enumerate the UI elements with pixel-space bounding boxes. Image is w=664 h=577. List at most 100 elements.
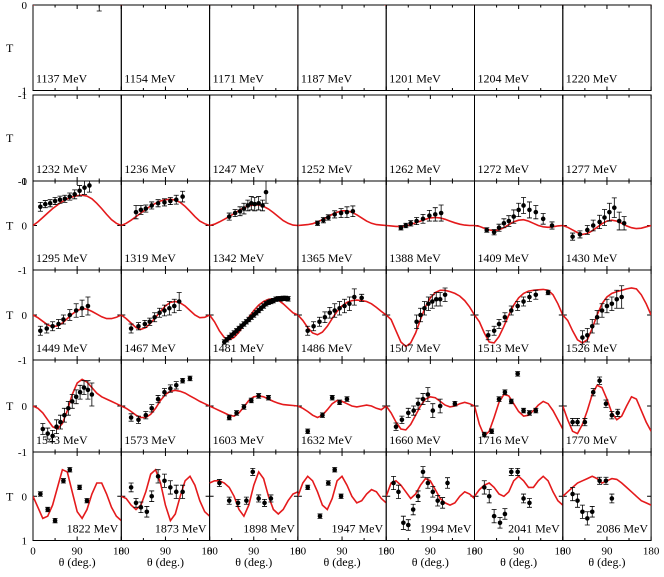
data-marker bbox=[268, 496, 274, 501]
data-marker bbox=[615, 410, 621, 416]
panel: 1154 MeV bbox=[120, 4, 211, 91]
data-marker bbox=[515, 241, 520, 246]
model-curve bbox=[33, 468, 122, 522]
data-point bbox=[155, 395, 161, 404]
data-marker bbox=[226, 498, 232, 503]
panel: 1947 MeV 0 90 180 bbox=[295, 451, 395, 558]
data-marker bbox=[317, 513, 323, 519]
data-marker bbox=[433, 296, 439, 302]
data-marker bbox=[139, 241, 144, 246]
data-point bbox=[320, 217, 326, 224]
panel: 1573 MeV bbox=[120, 359, 211, 453]
data-point bbox=[243, 496, 249, 505]
data-marker bbox=[149, 406, 155, 411]
data-point bbox=[144, 237, 149, 246]
data-marker bbox=[42, 201, 48, 207]
data-point bbox=[502, 389, 508, 395]
data-point bbox=[604, 298, 610, 314]
data-marker bbox=[496, 321, 502, 327]
data-point bbox=[50, 321, 56, 332]
data-marker bbox=[263, 189, 269, 195]
data-point bbox=[322, 235, 327, 244]
data-point bbox=[50, 238, 55, 248]
y-tick-label: 0 bbox=[22, 221, 28, 233]
data-point bbox=[252, 197, 258, 212]
data-marker bbox=[72, 192, 77, 197]
data-marker bbox=[437, 296, 443, 302]
data-marker bbox=[173, 489, 179, 495]
data-point bbox=[171, 298, 177, 314]
data-point bbox=[157, 307, 163, 318]
energy-label: 1388 MeV bbox=[389, 251, 441, 265]
y-axis-title: T bbox=[6, 131, 14, 145]
data-point bbox=[133, 237, 138, 246]
data-marker bbox=[332, 308, 337, 313]
data-point bbox=[265, 395, 271, 401]
data-point bbox=[429, 294, 435, 309]
data-marker bbox=[521, 243, 526, 248]
x-tick-label: 0 bbox=[207, 546, 213, 558]
y-axis-title: T bbox=[6, 219, 14, 233]
data-point bbox=[405, 519, 411, 531]
data-marker bbox=[425, 392, 431, 397]
data-marker bbox=[516, 207, 521, 213]
data-marker bbox=[352, 294, 357, 300]
data-point bbox=[584, 511, 590, 526]
data-point bbox=[440, 497, 446, 509]
data-marker bbox=[241, 206, 247, 211]
data-point bbox=[96, 5, 102, 12]
data-marker bbox=[329, 395, 335, 401]
data-marker bbox=[256, 393, 261, 399]
data-point bbox=[161, 198, 167, 207]
data-point bbox=[234, 410, 240, 416]
data-marker bbox=[609, 496, 615, 501]
data-point bbox=[226, 414, 232, 421]
y-tick-label: 1 bbox=[22, 86, 28, 98]
data-point bbox=[45, 427, 51, 440]
data-point bbox=[575, 493, 581, 508]
data-marker bbox=[506, 218, 512, 224]
data-point bbox=[263, 181, 269, 204]
energy-label: 1822 MeV bbox=[67, 522, 119, 536]
data-marker bbox=[445, 241, 450, 246]
data-point bbox=[496, 319, 502, 329]
data-point bbox=[496, 396, 502, 402]
data-point bbox=[584, 225, 590, 235]
data-point bbox=[533, 407, 539, 414]
data-marker bbox=[426, 301, 431, 307]
panel: 1204 MeV bbox=[474, 4, 564, 91]
data-point bbox=[327, 306, 333, 319]
data-marker bbox=[180, 230, 185, 235]
data-point bbox=[350, 205, 356, 218]
data-marker bbox=[604, 303, 610, 309]
data-marker bbox=[285, 296, 291, 302]
data-point bbox=[261, 239, 266, 248]
data-marker bbox=[609, 412, 615, 418]
data-marker bbox=[575, 498, 580, 503]
data-point bbox=[332, 210, 338, 219]
data-marker bbox=[149, 203, 155, 208]
data-marker bbox=[149, 493, 155, 499]
data-marker bbox=[44, 326, 50, 331]
data-point bbox=[414, 217, 420, 226]
energy-label: 1262 MeV bbox=[389, 162, 441, 176]
data-point bbox=[250, 467, 256, 476]
data-marker bbox=[496, 225, 502, 231]
data-point bbox=[533, 289, 539, 300]
data-point bbox=[339, 237, 344, 246]
data-point bbox=[485, 330, 491, 341]
data-marker bbox=[521, 408, 526, 413]
data-marker bbox=[527, 500, 532, 506]
data-marker bbox=[502, 389, 508, 395]
data-point bbox=[85, 235, 90, 244]
data-point bbox=[398, 225, 404, 231]
x-tick-label: 90 bbox=[601, 546, 613, 558]
model-curve bbox=[297, 475, 387, 511]
data-marker bbox=[143, 412, 149, 418]
model-curve bbox=[209, 470, 298, 518]
x-tick-label: 180 bbox=[555, 546, 572, 558]
data-marker bbox=[138, 505, 144, 510]
energy-label: 1204 MeV bbox=[478, 72, 530, 86]
data-marker bbox=[217, 480, 222, 486]
